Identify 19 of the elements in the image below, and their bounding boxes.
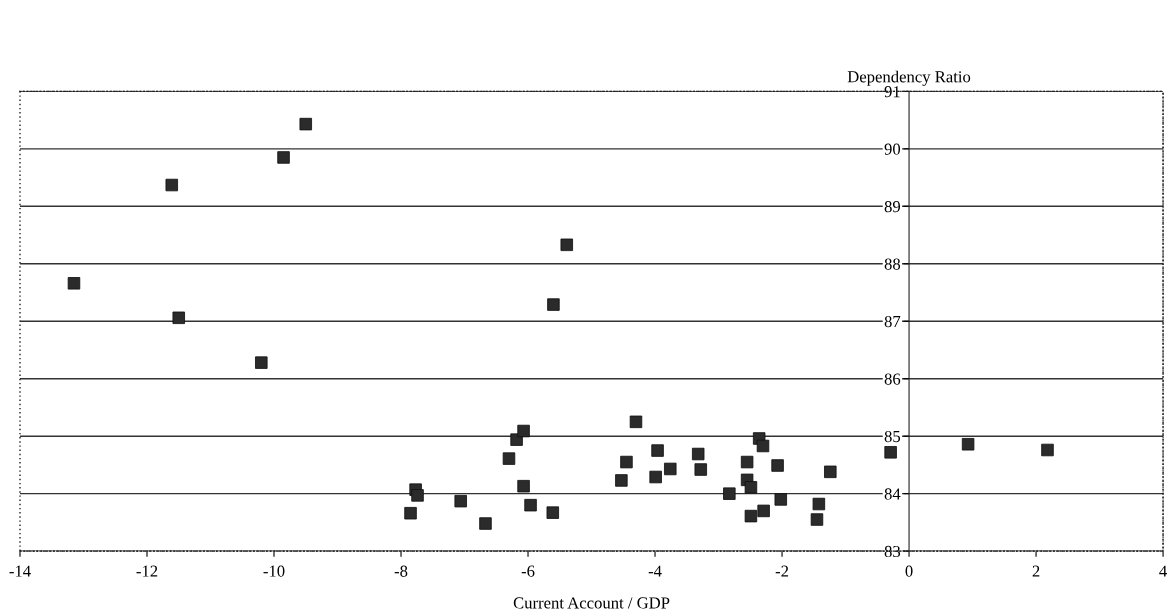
x-tick-label: -10 — [263, 565, 285, 577]
x-tick-label: -6 — [521, 565, 535, 577]
y-tick-label: 86 — [884, 373, 901, 385]
x-axis-title: Current Account / GDP — [513, 597, 670, 609]
y-tick-label: 88 — [884, 258, 901, 270]
y-tick-label: 90 — [884, 143, 901, 155]
x-tick-label: -4 — [648, 565, 662, 577]
y-tick-label: 87 — [884, 315, 901, 328]
y-tick-label: 85 — [884, 430, 901, 443]
x-tick-label: -12 — [136, 565, 158, 577]
x-tick-label: 2 — [1032, 565, 1040, 577]
x-tick-label: 4 — [1159, 565, 1167, 577]
y-axis-title: Dependency Ratio — [847, 70, 971, 86]
x-tick-label: 0 — [905, 565, 913, 577]
x-tick-label: -8 — [394, 565, 408, 577]
x-tick-label: -2 — [775, 565, 789, 577]
y-tick-label: 89 — [884, 201, 901, 213]
x-tick-label: -14 — [9, 565, 31, 577]
y-tick-label: 84 — [884, 488, 901, 500]
